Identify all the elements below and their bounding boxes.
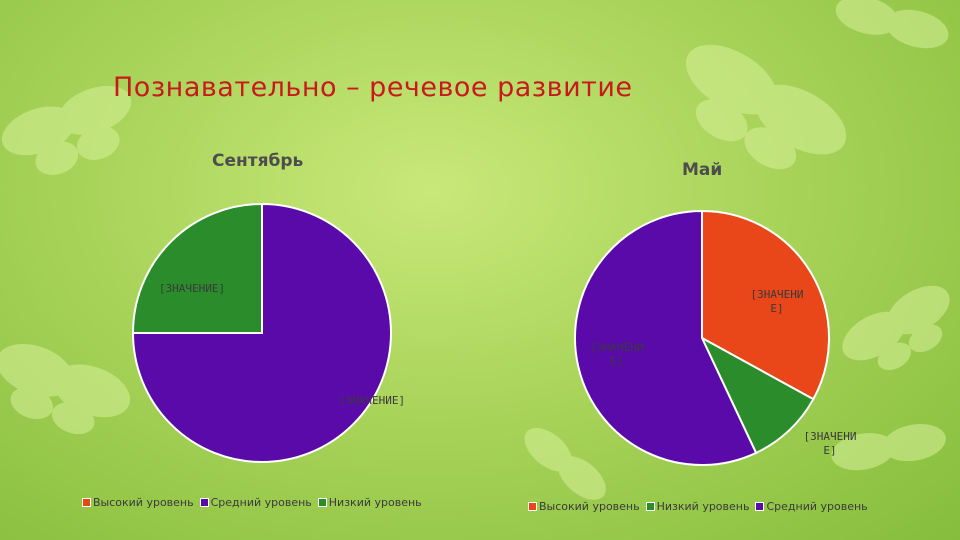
- legend-item-0-1: Средний уровень: [199, 496, 312, 509]
- data-label-1-1: [ЗНАЧЕНИ Е]: [804, 430, 857, 457]
- legend-label: Низкий уровень: [328, 496, 422, 509]
- legend-swatch: [528, 502, 537, 511]
- pie-slice-1-0: [701, 209, 830, 401]
- data-label-0-1: [ЗНАЧЕНИЕ]: [339, 394, 405, 407]
- chart-title-september: Сентябрь: [212, 151, 304, 171]
- legend-swatch: [199, 498, 209, 507]
- legend-label: Средний уровень: [210, 496, 312, 509]
- legend-item-1-2: Средний уровень: [755, 500, 868, 513]
- legend-label: Средний уровень: [766, 500, 868, 513]
- legend-swatch: [645, 502, 655, 511]
- legend-swatch: [82, 498, 91, 507]
- legend-item-1-0: Высокий уровень: [528, 500, 640, 513]
- legend-label: Низкий уровень: [656, 500, 750, 513]
- legend-item-0-2: Низкий уровень: [317, 496, 422, 509]
- pie-slice-1-1: [699, 335, 815, 455]
- legend-item-0-0: Высокий уровень: [82, 496, 194, 509]
- chart-title-may: Май: [682, 160, 723, 180]
- legend-item-1-1: Низкий уровень: [645, 500, 750, 513]
- data-label-1-2: [ЗНАЧЕНИ Е]: [591, 341, 644, 368]
- data-label-1-0: [ЗНАЧЕНИ Е]: [751, 288, 804, 315]
- pie-slice-1-2: [574, 209, 758, 466]
- pie-slice-0-2: [131, 202, 263, 334]
- legend-september: Высокий уровень Средний уровень Низкий уро…: [82, 496, 422, 509]
- legend-swatch: [755, 502, 765, 511]
- data-label-0-2: [ЗНАЧЕНИЕ]: [159, 282, 225, 295]
- pie-slice-0-1: [131, 202, 392, 463]
- legend-may: Высокий уровень Низкий уровень Средний уро…: [528, 500, 868, 513]
- legend-label: Высокий уровень: [539, 500, 640, 513]
- legend-swatch: [317, 498, 327, 507]
- legend-label: Высокий уровень: [93, 496, 194, 509]
- slide-title: Познавательно – речевое развитие: [113, 72, 633, 103]
